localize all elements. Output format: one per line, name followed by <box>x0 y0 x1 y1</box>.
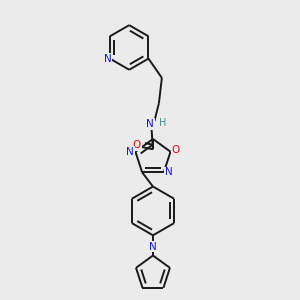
Text: H: H <box>159 118 166 128</box>
Text: N: N <box>149 242 157 252</box>
Text: N: N <box>103 54 111 64</box>
Text: N: N <box>165 167 173 177</box>
Text: N: N <box>146 119 154 129</box>
Text: N: N <box>126 147 134 157</box>
Text: O: O <box>133 140 141 150</box>
Text: O: O <box>172 145 180 155</box>
